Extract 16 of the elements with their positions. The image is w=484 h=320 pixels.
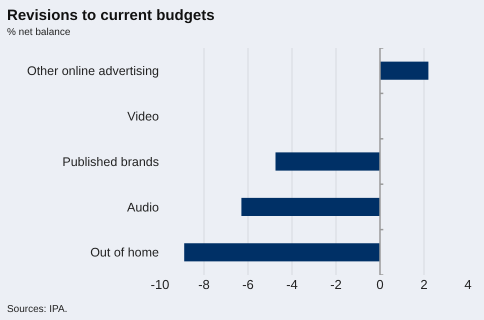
x-tick-label: 4 — [464, 277, 472, 292]
y-tick-label: Published brands — [62, 154, 159, 169]
x-tick-label: -8 — [198, 277, 210, 292]
x-tick-label: -6 — [242, 277, 254, 292]
x-tick-label: 0 — [376, 277, 384, 292]
x-tick-label: -10 — [150, 277, 170, 292]
y-tick-label: Other online advertising — [26, 64, 160, 78]
text: % net balance — [7, 27, 71, 38]
x-tick-label: 2 — [420, 277, 428, 292]
y-tick-label: Audio — [127, 200, 160, 214]
y-tick-label: Video — [127, 109, 160, 124]
chart-title: Revisions to current budgets — [7, 7, 215, 24]
x-tick-label: -2 — [330, 277, 342, 292]
y-tick-label: Out of home — [90, 246, 160, 260]
x-tick-label: -4 — [286, 277, 298, 292]
source-note: Sources: IPA. — [7, 304, 68, 315]
